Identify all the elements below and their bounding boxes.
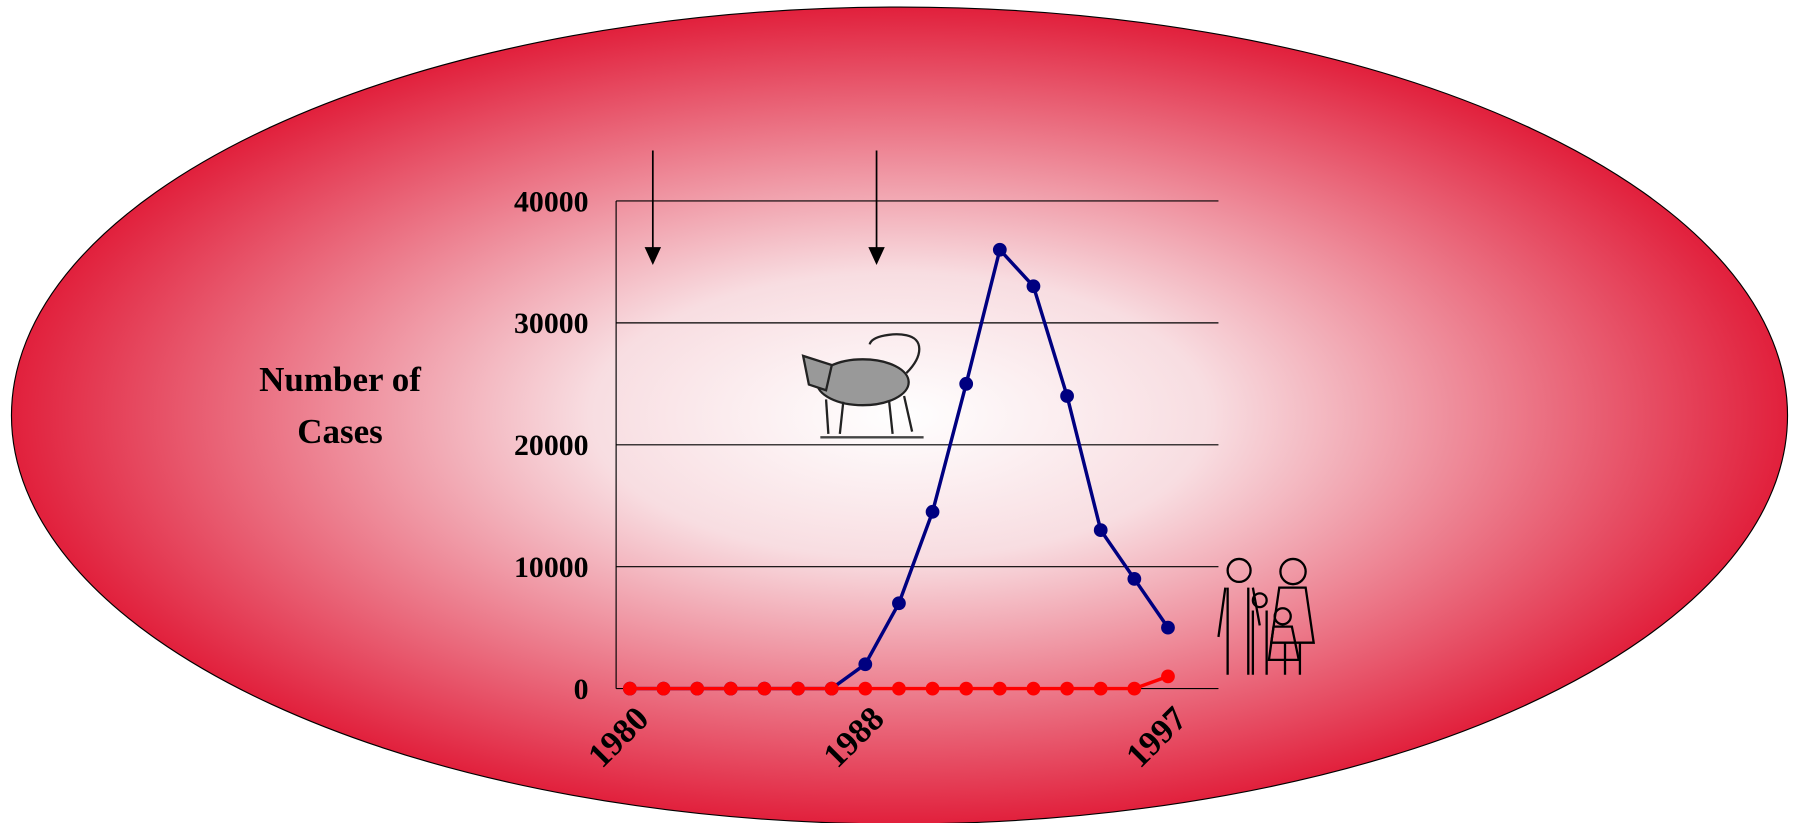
data-point [892, 681, 906, 696]
data-point [858, 681, 873, 696]
data-point [992, 242, 1007, 257]
y-tick-label: 40000 [514, 185, 589, 218]
data-point [622, 681, 637, 696]
y-axis-label: Number of Cases [259, 360, 421, 451]
data-point [757, 681, 772, 696]
data-point [892, 596, 906, 611]
y-tick-label: 30000 [514, 307, 589, 340]
data-point [992, 681, 1007, 696]
data-point [959, 376, 974, 391]
data-point [690, 681, 705, 696]
data-point [1161, 669, 1175, 684]
data-point [925, 681, 940, 696]
data-point [1161, 620, 1175, 635]
cow-icon [801, 333, 924, 439]
data-point [723, 681, 738, 696]
family-icon [1217, 557, 1316, 675]
data-point [1026, 279, 1041, 294]
data-point [959, 681, 974, 696]
y-tick-label: 20000 [514, 429, 589, 462]
y-tick-label: 10000 [514, 551, 589, 584]
y-tick-label: 0 [574, 673, 589, 706]
data-point [1127, 681, 1142, 696]
data-point [1060, 389, 1074, 403]
data-point [824, 681, 839, 696]
data-point [1026, 681, 1041, 696]
data-point [1127, 571, 1142, 586]
data-point [925, 504, 940, 519]
data-point [791, 681, 805, 696]
data-point [656, 681, 671, 696]
data-point [1093, 681, 1108, 696]
background-ellipse [11, 6, 1788, 823]
data-point [858, 657, 873, 672]
data-point [1093, 523, 1108, 537]
data-point [1060, 681, 1074, 696]
